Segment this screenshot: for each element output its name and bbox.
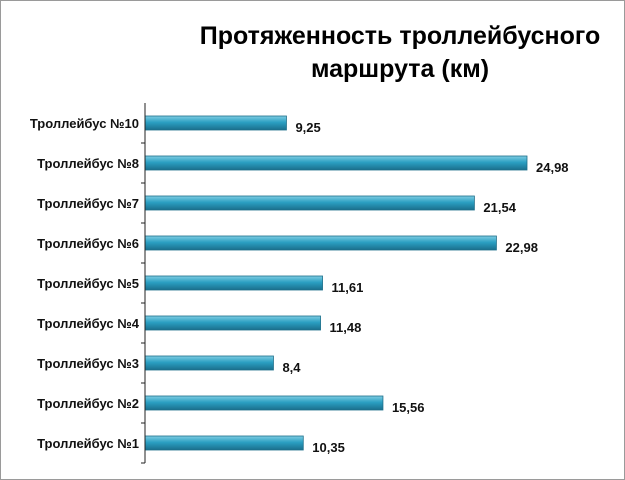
bar [144,315,321,331]
bar [144,115,287,131]
category-label: Троллейбус №7 [37,196,139,211]
category-label: Троллейбус №10 [30,116,139,131]
chart-title: Протяженность троллейбусного маршрута (к… [199,22,601,83]
category-label: Троллейбус №5 [37,276,139,291]
data-label: 8,4 [282,360,301,375]
data-label: 22,98 [505,240,538,255]
data-label: 11,61 [332,280,364,295]
data-label: 24,98 [536,160,569,175]
category-label: Троллейбус №6 [37,236,139,251]
category-label: Троллейбус №4 [37,316,140,331]
labels-layer: Троллейбус №10 9,25 Троллейбус №8 24,98 Трол… [30,116,569,455]
category-label: Троллейбус №8 [37,156,139,171]
data-label: 10,35 [312,440,345,455]
bar [144,275,323,291]
data-label: 21,54 [483,200,516,215]
category-label: Троллейбус №1 [37,436,139,451]
bar [144,355,274,371]
bar [144,235,497,251]
bar [144,395,384,411]
data-label: 9,25 [295,120,320,135]
category-label: Троллейбус №2 [37,396,139,411]
category-label: Троллейбус №3 [37,356,139,371]
bars-layer [141,115,528,464]
bar [144,195,475,211]
bar [144,155,528,171]
bar [144,435,304,451]
data-label: 11,48 [330,320,362,335]
data-label: 15,56 [392,400,425,415]
